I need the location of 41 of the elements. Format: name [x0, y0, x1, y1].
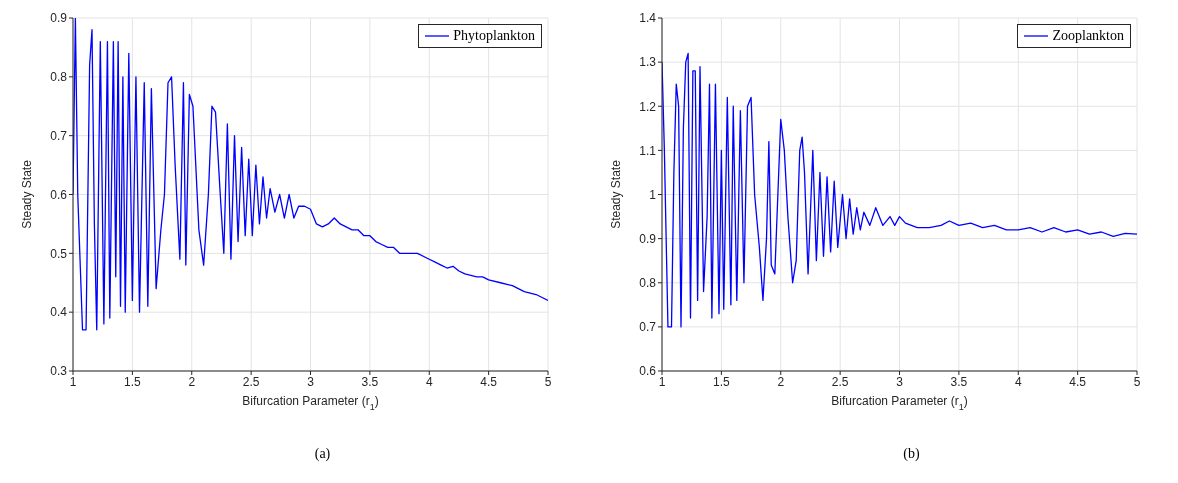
- y-tick-label: 1.4: [639, 11, 657, 26]
- y-tick-label: 0.9: [639, 231, 657, 246]
- x-tick-label: 4.5: [480, 374, 498, 389]
- legend-label: Phytoplankton: [453, 28, 535, 44]
- x-tick-label: 2.5: [831, 374, 849, 389]
- y-tick-label: 0.5: [50, 246, 68, 261]
- y-tick-label: 0.7: [50, 128, 68, 143]
- x-tick-label: 5: [544, 374, 552, 389]
- x-tick-label: 4: [1014, 374, 1022, 389]
- y-tick-label: 0.9: [50, 11, 68, 26]
- x-axis-title: Bifurcation Parameter (r$_{1}$): [831, 394, 968, 412]
- y-tick-label: 0.6: [639, 364, 657, 379]
- y-tick-label: 0.3: [50, 364, 68, 379]
- x-tick-label: 2: [188, 374, 196, 389]
- x-tick-label: 4: [425, 374, 433, 389]
- y-axis-title: Steady State: [609, 159, 623, 229]
- y-tick-label: 0.7: [639, 320, 657, 335]
- line-series: [662, 52, 1137, 328]
- x-axis-title: Bifurcation Parameter (r$_{1}$): [242, 394, 379, 412]
- x-tick-label: 3: [307, 374, 315, 389]
- x-tick-label: 3.5: [950, 374, 968, 389]
- y-tick-label: 0.8: [639, 276, 657, 291]
- text: (a): [313, 446, 332, 462]
- y-tick-label: 0.6: [50, 187, 68, 202]
- y-tick-label: 1.1: [639, 143, 657, 158]
- x-tick-label: 2: [777, 374, 785, 389]
- y-tick-label: 1.2: [639, 99, 657, 114]
- legend-label: Zooplankton: [1052, 28, 1124, 44]
- x-tick-label: 2.5: [242, 374, 260, 389]
- y-tick-label: 1.3: [639, 55, 657, 70]
- y-tick-label: 1: [649, 187, 657, 202]
- x-tick-label: 1.5: [713, 374, 731, 389]
- x-tick-label: 3: [896, 374, 904, 389]
- y-axis-title: Steady State: [20, 159, 34, 229]
- x-tick-label: 4.5: [1069, 374, 1087, 389]
- y-tick-label: 0.8: [50, 70, 68, 85]
- x-tick-label: 3.5: [361, 374, 379, 389]
- text: (b): [902, 446, 921, 462]
- x-tick-label: 5: [1133, 374, 1141, 389]
- x-tick-label: 1.5: [124, 374, 142, 389]
- y-tick-label: 0.4: [50, 305, 68, 320]
